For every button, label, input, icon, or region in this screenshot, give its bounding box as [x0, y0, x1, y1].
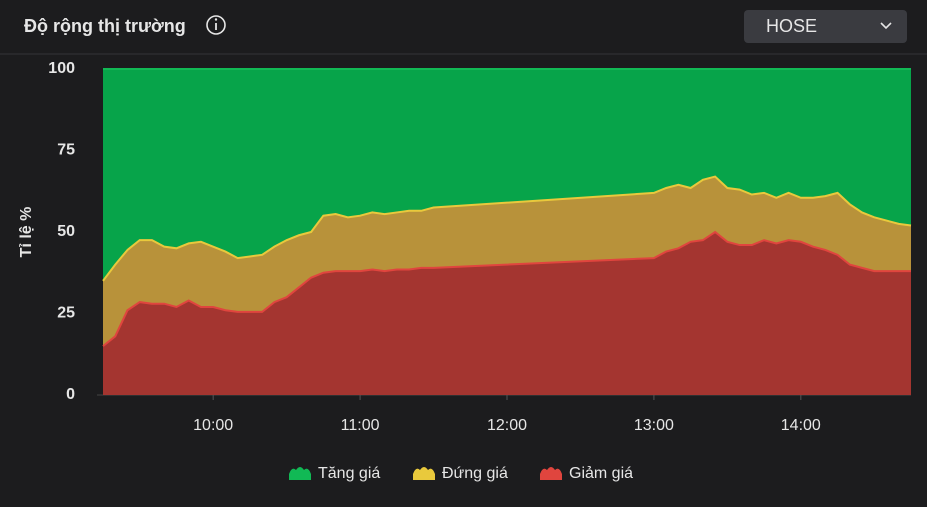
- legend-icon: [540, 467, 562, 480]
- chart-title: Độ rộng thị trường: [24, 16, 186, 36]
- y-tick-label: 0: [66, 386, 75, 403]
- area: [103, 69, 911, 281]
- legend-label: Giảm giá: [569, 465, 633, 482]
- y-tick-label: 50: [57, 223, 75, 240]
- x-tick-label: 12:00: [487, 417, 527, 434]
- y-tick-label: 25: [57, 305, 75, 322]
- dropdown-value: HOSE: [766, 16, 817, 36]
- info-icon[interactable]: [206, 15, 226, 35]
- legend-item[interactable]: Tăng giá: [289, 465, 380, 482]
- legend-label: Tăng giá: [318, 465, 380, 482]
- x-tick-label: 11:00: [341, 417, 380, 434]
- legend-item[interactable]: Giảm giá: [540, 465, 633, 482]
- y-tick-label: 75: [57, 142, 75, 159]
- y-axis-label: Tỉ lệ %: [18, 207, 35, 258]
- x-tick-label: 10:00: [193, 417, 233, 434]
- legend-item[interactable]: Đứng giá: [413, 465, 508, 482]
- area: [103, 176, 911, 347]
- area: [103, 232, 911, 395]
- area-line: [102, 175, 912, 282]
- legend-icon: [413, 467, 435, 480]
- x-tick-label: 14:00: [781, 417, 821, 434]
- y-tick-label: 100: [48, 60, 75, 77]
- legend-label: Đứng giá: [442, 465, 508, 482]
- legend-icon: [289, 467, 311, 480]
- x-tick-label: 13:00: [634, 417, 674, 434]
- area-line: [102, 230, 911, 347]
- exchange-dropdown[interactable]: HOSE: [744, 10, 907, 43]
